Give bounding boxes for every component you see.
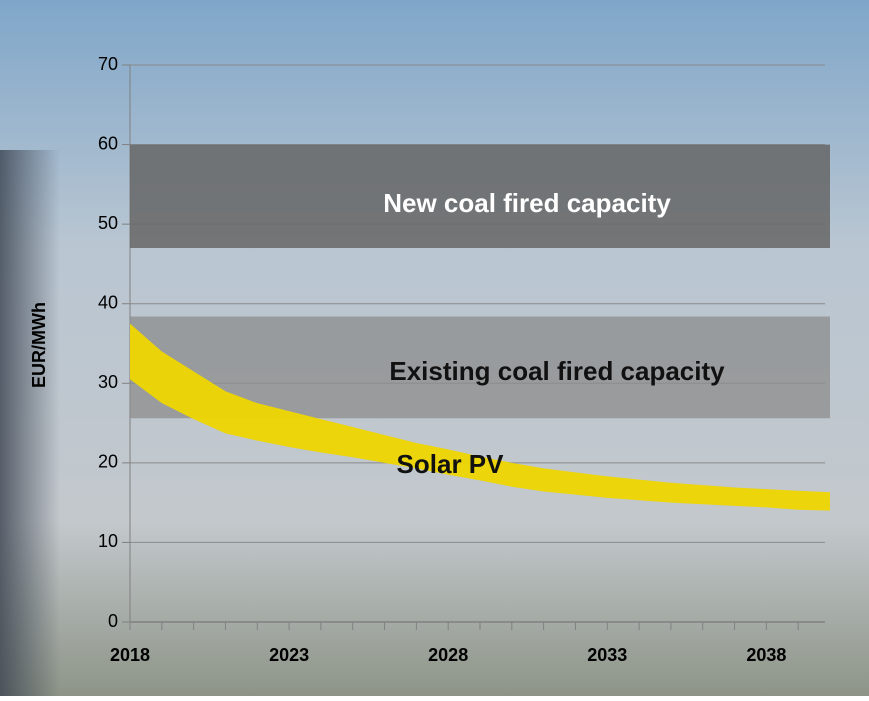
band [130, 316, 830, 419]
x-tick-label: 2033 [587, 645, 627, 665]
y-tick-label: 20 [98, 452, 118, 472]
x-tick-label: 2038 [746, 645, 786, 665]
y-tick-label: 10 [98, 531, 118, 551]
y-tick-label: 40 [98, 292, 118, 312]
y-tick-label: 0 [108, 611, 118, 631]
y-tick-label: 70 [98, 54, 118, 74]
band-label: Solar PV [397, 449, 505, 479]
y-tick-label: 50 [98, 213, 118, 233]
x-tick-label: 2018 [110, 645, 150, 665]
y-tick-label: 30 [98, 372, 118, 392]
band-label: Existing coal fired capacity [389, 356, 725, 386]
background-shade [0, 150, 60, 696]
y-axis-label: EUR/MWh [29, 302, 49, 388]
x-tick-label: 2023 [269, 645, 309, 665]
band [130, 323, 830, 511]
band-label: New coal fired capacity [383, 188, 671, 218]
x-tick-label: 2028 [428, 645, 468, 665]
y-tick-label: 60 [98, 133, 118, 153]
band [130, 144, 830, 249]
